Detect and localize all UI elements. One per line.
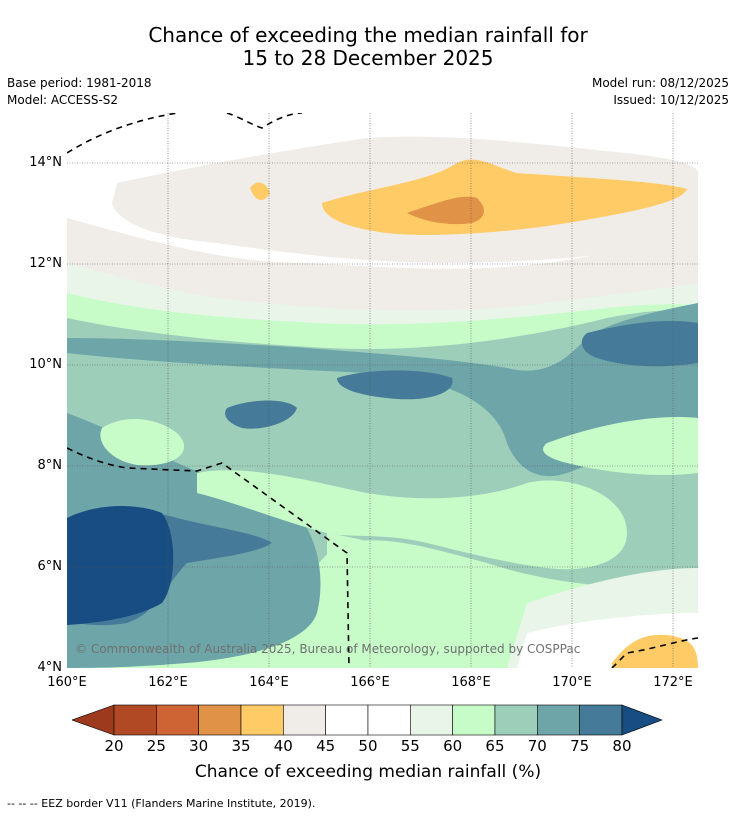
colorbar-cell	[536, 704, 580, 736]
orange-small	[250, 182, 270, 200]
chart-title-line1: Chance of exceeding the median rainfall …	[148, 23, 588, 47]
colorbar-cell	[113, 704, 157, 736]
lon-label: 172°E	[653, 675, 693, 690]
lat-label: 14°N	[29, 155, 62, 170]
copyright-notice: © Commonwealth of Australia 2025, Bureau…	[75, 642, 581, 656]
lat-label: 10°N	[29, 357, 62, 372]
colorbar-tick-label: 80	[612, 737, 632, 755]
colorbar-cell	[494, 704, 538, 736]
darkteal-patch-3	[581, 321, 698, 367]
lon-label: 162°E	[148, 675, 188, 690]
colorbar-cell	[240, 704, 284, 736]
eez-borders	[67, 113, 698, 668]
colorbar	[72, 704, 663, 736]
colorbar-tick-label: 55	[400, 737, 420, 755]
chart-title-line2: 15 to 28 December 2025	[242, 46, 494, 70]
lon-label: 168°E	[451, 675, 491, 690]
colorbar-tick-label: 40	[273, 737, 293, 755]
colorbar-tick-label: 75	[570, 737, 590, 755]
colorbar-tick-label: 65	[485, 737, 505, 755]
colorbar-tick-label: 25	[146, 737, 166, 755]
lon-label: 164°E	[249, 675, 289, 690]
colorbar-cell	[156, 704, 199, 736]
green-patch-west	[100, 418, 185, 466]
darkorange-patch	[407, 196, 484, 225]
colorbar-tick-label: 30	[189, 737, 209, 755]
darkteal-patch-1	[337, 370, 453, 400]
colorbar-cell	[452, 704, 496, 736]
lon-label: 166°E	[350, 675, 390, 690]
green-patch-center	[197, 470, 627, 570]
colorbar-cells	[113, 704, 623, 736]
colorbar-cell	[325, 704, 369, 736]
lat-label: 4°N	[37, 660, 63, 675]
colorbar-cell	[198, 704, 242, 736]
lon-label: 160°E	[47, 675, 87, 690]
colorbar-label: Chance of exceeding median rainfall (%)	[194, 762, 542, 782]
green-patch-east	[543, 417, 698, 475]
band-teal-mid	[67, 303, 698, 477]
meta-left: Base period: 1981-2018 Model: ACCESS-S2	[7, 75, 152, 109]
colorbar-high-arrow	[621, 704, 663, 736]
lat-label: 8°N	[37, 458, 63, 473]
model-run: Model run: 08/12/2025	[591, 76, 729, 90]
colorbar-tick-label: 70	[527, 737, 547, 755]
lat-label: 12°N	[29, 256, 62, 271]
colorbar-cell	[367, 704, 411, 736]
band-beige-upper	[67, 113, 698, 154]
lightgreen-south	[327, 533, 535, 668]
colorbar-tick-label: 60	[443, 737, 463, 755]
colorbar-cell	[283, 704, 326, 736]
colorbar-low-arrow	[72, 704, 115, 736]
base-period: Base period: 1981-2018	[7, 76, 152, 90]
darkteal-patch-2	[225, 400, 297, 429]
rainfall-map	[67, 113, 698, 668]
colorbar-tick-label: 20	[104, 737, 124, 755]
colorbar-tick-label: 50	[358, 737, 378, 755]
eez-footer-note: -- -- -- EEZ border V11 (Flanders Marine…	[7, 797, 316, 810]
orange-patch	[322, 159, 687, 235]
colorbar-tick-label: 45	[316, 737, 336, 755]
lon-label: 170°E	[552, 675, 592, 690]
lat-label: 6°N	[37, 559, 63, 574]
darkblue-patch	[67, 506, 174, 625]
issued-date: Issued: 10/12/2025	[613, 93, 729, 107]
colorbar-cell	[579, 704, 623, 736]
colorbar-cell	[410, 704, 453, 736]
meta-right: Model run: 08/12/2025 Issued: 10/12/2025	[592, 75, 729, 109]
orange-south	[612, 634, 698, 668]
colorbar-tick-label: 35	[231, 737, 251, 755]
model-name: Model: ACCESS-S2	[7, 93, 119, 107]
map-svg	[67, 113, 698, 668]
grid-lines	[67, 113, 698, 668]
